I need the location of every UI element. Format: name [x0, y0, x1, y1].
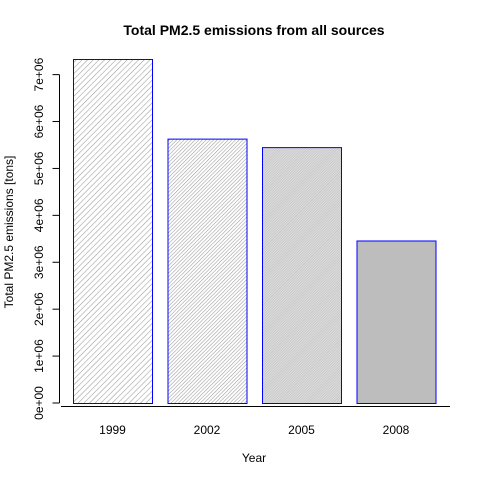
y-tick-label: 3e+06: [32, 245, 46, 279]
y-tick-label: 1e+06: [32, 339, 46, 373]
y-axis: 0e+00 1e+06 2e+06 3e+06 4e+06 5e+06 6e+06 7e+06: [32, 57, 60, 420]
y-tick-label: 2e+06: [32, 292, 46, 326]
x-tick-label-2008: 2008: [383, 423, 410, 437]
x-tick-label-2002: 2002: [194, 423, 221, 437]
y-tick-label: 5e+06: [32, 151, 46, 185]
y-tick-label: 6e+06: [32, 104, 46, 138]
x-tick-label-1999: 1999: [99, 423, 126, 437]
chart-title: Total PM2.5 emissions from all sources: [123, 22, 384, 38]
bar-1999: [73, 59, 153, 404]
x-axis-label: Year: [242, 451, 266, 465]
y-axis-label: Total PM2.5 emissions [tons]: [2, 156, 16, 309]
x-axis: 1999 2002 2005 2008: [61, 406, 450, 437]
bar-2002: [167, 138, 248, 405]
bar-2008: [356, 240, 437, 404]
x-tick-label-2005: 2005: [288, 423, 315, 437]
y-tick-label: 7e+06: [32, 57, 46, 91]
y-tick-label: 4e+06: [32, 198, 46, 232]
bar-2005: [262, 147, 342, 404]
bars-group: [73, 59, 437, 405]
y-tick-label: 0e+00: [32, 386, 46, 420]
